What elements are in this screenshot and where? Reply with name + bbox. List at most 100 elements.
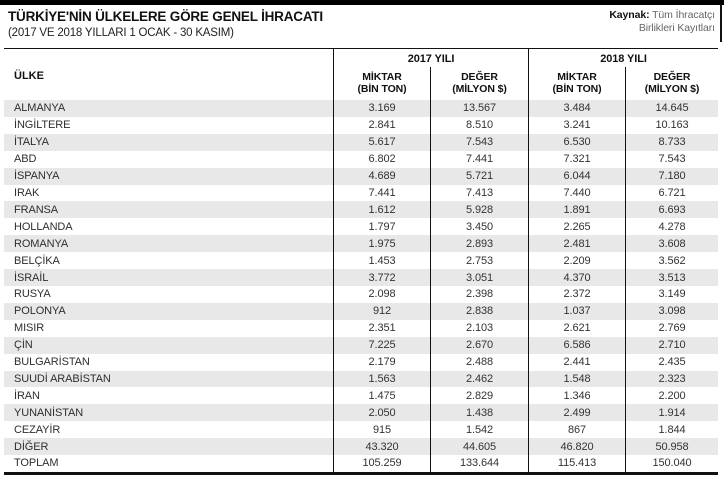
page-title: TÜRKİYE'NİN ÜLKELERE GÖRE GENEL İHRACATI (8, 9, 323, 24)
value-cell: 7.413 (430, 184, 528, 202)
page-edge-divider (720, 5, 722, 42)
table-row: POLONYA 912 2.838 1.037 3.098 (4, 302, 718, 320)
col-header-2017-miktar: MİKTAR (BİN TON) (333, 67, 430, 100)
col-header-line1: DEĞER (653, 71, 691, 83)
country-cell: ALMANYA (14, 102, 66, 115)
value-cell: 3.772 (333, 269, 430, 286)
value-cell: 2.841 (333, 116, 430, 134)
value-cell: 6.721 (625, 184, 718, 202)
table-row: ROMANYA 1.975 2.893 2.481 3.608 (4, 235, 718, 253)
value-cell: 2.200 (625, 387, 718, 405)
value-cell: 2.351 (333, 319, 430, 337)
col-header-2017-deger: DEĞER (MİLYON $) (430, 67, 528, 100)
table-row: İRAN 1.475 2.829 1.346 2.200 (4, 387, 718, 405)
value-cell: 1.563 (333, 370, 430, 388)
value-cell: 1.475 (333, 387, 430, 405)
value-cell: 2.499 (528, 404, 625, 422)
value-cell: 2.769 (625, 319, 718, 337)
page-subtitle: (2017 VE 2018 YILLARI 1 OCAK - 30 KASIM) (8, 27, 234, 39)
value-cell: 3.098 (625, 302, 718, 320)
value-cell: 4.689 (333, 167, 430, 185)
country-cell: POLONYA (14, 305, 66, 318)
country-cell: İSPANYA (14, 170, 60, 183)
value-cell: 3.513 (625, 269, 718, 286)
value-cell: 1.438 (430, 404, 528, 422)
country-cell: HOLLANDA (14, 220, 73, 233)
value-cell: 2.372 (528, 285, 625, 303)
value-cell: 3.450 (430, 218, 528, 236)
value-cell: 1.797 (333, 218, 430, 236)
col-header-2018-miktar: MİKTAR (BİN TON) (528, 67, 625, 100)
table-row: TOPLAM 105.259 133.644 115.413 150.040 (4, 455, 718, 472)
table-row: RUSYA 2.098 2.398 2.372 3.149 (4, 285, 718, 303)
header: TÜRKİYE'NİN ÜLKELERE GÖRE GENEL İHRACATI… (8, 9, 323, 40)
country-cell: FRANSA (14, 203, 59, 216)
value-cell: 2.265 (528, 218, 625, 236)
value-cell: 6.802 (333, 150, 430, 168)
exports-table: ÜLKE 2017 YILI 2018 YILI MİKTAR (BİN TON… (4, 48, 718, 475)
value-cell: 5.721 (430, 167, 528, 185)
value-cell: 4.278 (625, 218, 718, 236)
table-row: IRAK 7.441 7.413 7.440 6.721 (4, 184, 718, 202)
value-cell: 3.608 (625, 235, 718, 253)
value-cell: 4.370 (528, 269, 625, 286)
country-header-cell: ÜLKE (4, 49, 333, 82)
value-cell: 50.958 (625, 438, 718, 456)
col-header-line1: MİKTAR (362, 71, 402, 83)
value-cell: 2.323 (625, 370, 718, 388)
table-row: CEZAYİR 915 1.542 867 1.844 (4, 421, 718, 439)
col-header-line2: (MİLYON $) (452, 82, 507, 95)
value-cell: 2.838 (430, 302, 528, 320)
value-cell: 2.398 (430, 285, 528, 303)
value-cell: 912 (333, 302, 430, 320)
year-header-row: ÜLKE 2017 YILI 2018 YILI (4, 49, 718, 82)
value-cell: 2.103 (430, 319, 528, 337)
value-cell: 13.567 (430, 100, 528, 117)
value-cell: 1.548 (528, 370, 625, 388)
col-header-line1: DEĞER (461, 71, 498, 83)
country-cell: DİĞER (14, 440, 49, 453)
value-cell: 7.441 (430, 150, 528, 168)
value-cell: 43.320 (333, 438, 430, 456)
value-cell: 5.617 (333, 133, 430, 151)
value-cell: 7.543 (625, 150, 718, 168)
col-header-2018-deger: DEĞER (MİLYON $) (625, 67, 718, 100)
value-cell: 2.488 (430, 353, 528, 371)
country-cell: CEZAYİR (14, 423, 61, 436)
value-cell: 6.586 (528, 336, 625, 354)
table-row: ABD 6.802 7.441 7.321 7.543 (4, 150, 718, 168)
value-cell: 3.051 (430, 269, 528, 286)
value-cell: 8.733 (625, 133, 718, 151)
table-row: BELÇİKA 1.453 2.753 2.209 3.562 (4, 252, 718, 270)
value-cell: 2.481 (528, 235, 625, 253)
value-cell: 3.562 (625, 252, 718, 270)
country-cell: BELÇİKA (14, 254, 60, 267)
value-cell: 7.321 (528, 150, 625, 168)
value-cell: 1.542 (430, 421, 528, 439)
table-row: İSPANYA 4.689 5.721 6.044 7.180 (4, 167, 718, 185)
year-header-2018: 2018 YILI (528, 49, 718, 67)
value-cell: 1.612 (333, 201, 430, 219)
value-cell: 2.670 (430, 336, 528, 354)
value-cell: 7.440 (528, 184, 625, 202)
value-cell: 1.975 (333, 235, 430, 253)
value-cell: 2.209 (528, 252, 625, 270)
value-cell: 867 (528, 421, 625, 439)
value-cell: 3.169 (333, 100, 430, 117)
table-row: BULGARİSTAN 2.179 2.488 2.441 2.435 (4, 353, 718, 371)
value-cell: 1.914 (625, 404, 718, 422)
country-cell: İNGİLTERE (14, 119, 71, 132)
table-body: ALMANYA 3.169 13.567 3.484 14.645 İNGİLTERE 2.… (4, 100, 718, 472)
value-cell: 1.891 (528, 201, 625, 219)
value-cell: 2.179 (333, 353, 430, 371)
country-cell: MISIR (14, 322, 45, 335)
table-row: MISIR 2.351 2.103 2.621 2.769 (4, 319, 718, 337)
country-cell: ÇİN (14, 339, 33, 352)
country-cell: İTALYA (14, 136, 49, 149)
country-cell: İRAN (14, 389, 40, 402)
col-header-line2: (MİLYON $) (644, 82, 700, 95)
table-row: ALMANYA 3.169 13.567 3.484 14.645 (4, 100, 718, 117)
value-cell: 2.441 (528, 353, 625, 371)
table-row: İTALYA 5.617 7.543 6.530 8.733 (4, 133, 718, 151)
value-cell: 7.441 (333, 184, 430, 202)
